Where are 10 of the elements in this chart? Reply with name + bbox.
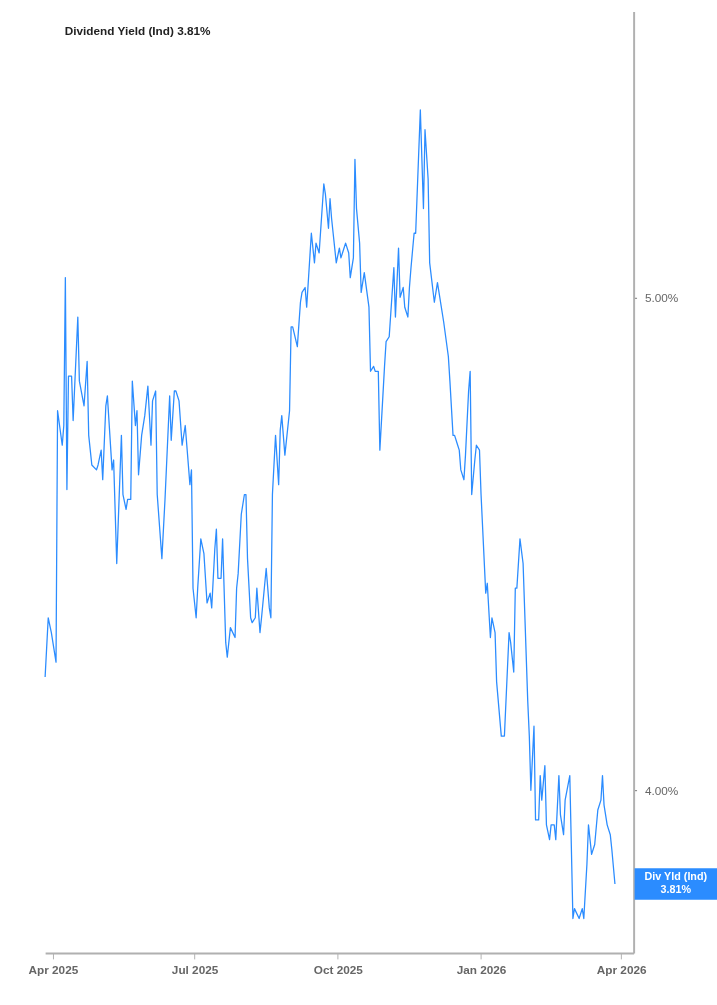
y-tick-label: 4.00% xyxy=(644,783,679,797)
text: Dividend Yield (Ind) 3.81% xyxy=(64,23,212,37)
annotation: Div Yld (Ind) 3.81% xyxy=(644,870,708,895)
x-tick-label: Jan 2026 xyxy=(456,963,507,977)
x-tick-label: Oct 2025 xyxy=(313,963,364,977)
x-tick-label: Jul 2025 xyxy=(171,963,219,977)
line-series xyxy=(44,109,616,920)
y-tick-label: 5.00% xyxy=(644,290,679,304)
x-tick-label: Apr 2025 xyxy=(28,963,79,977)
x-tick-label: Apr 2026 xyxy=(596,963,647,977)
